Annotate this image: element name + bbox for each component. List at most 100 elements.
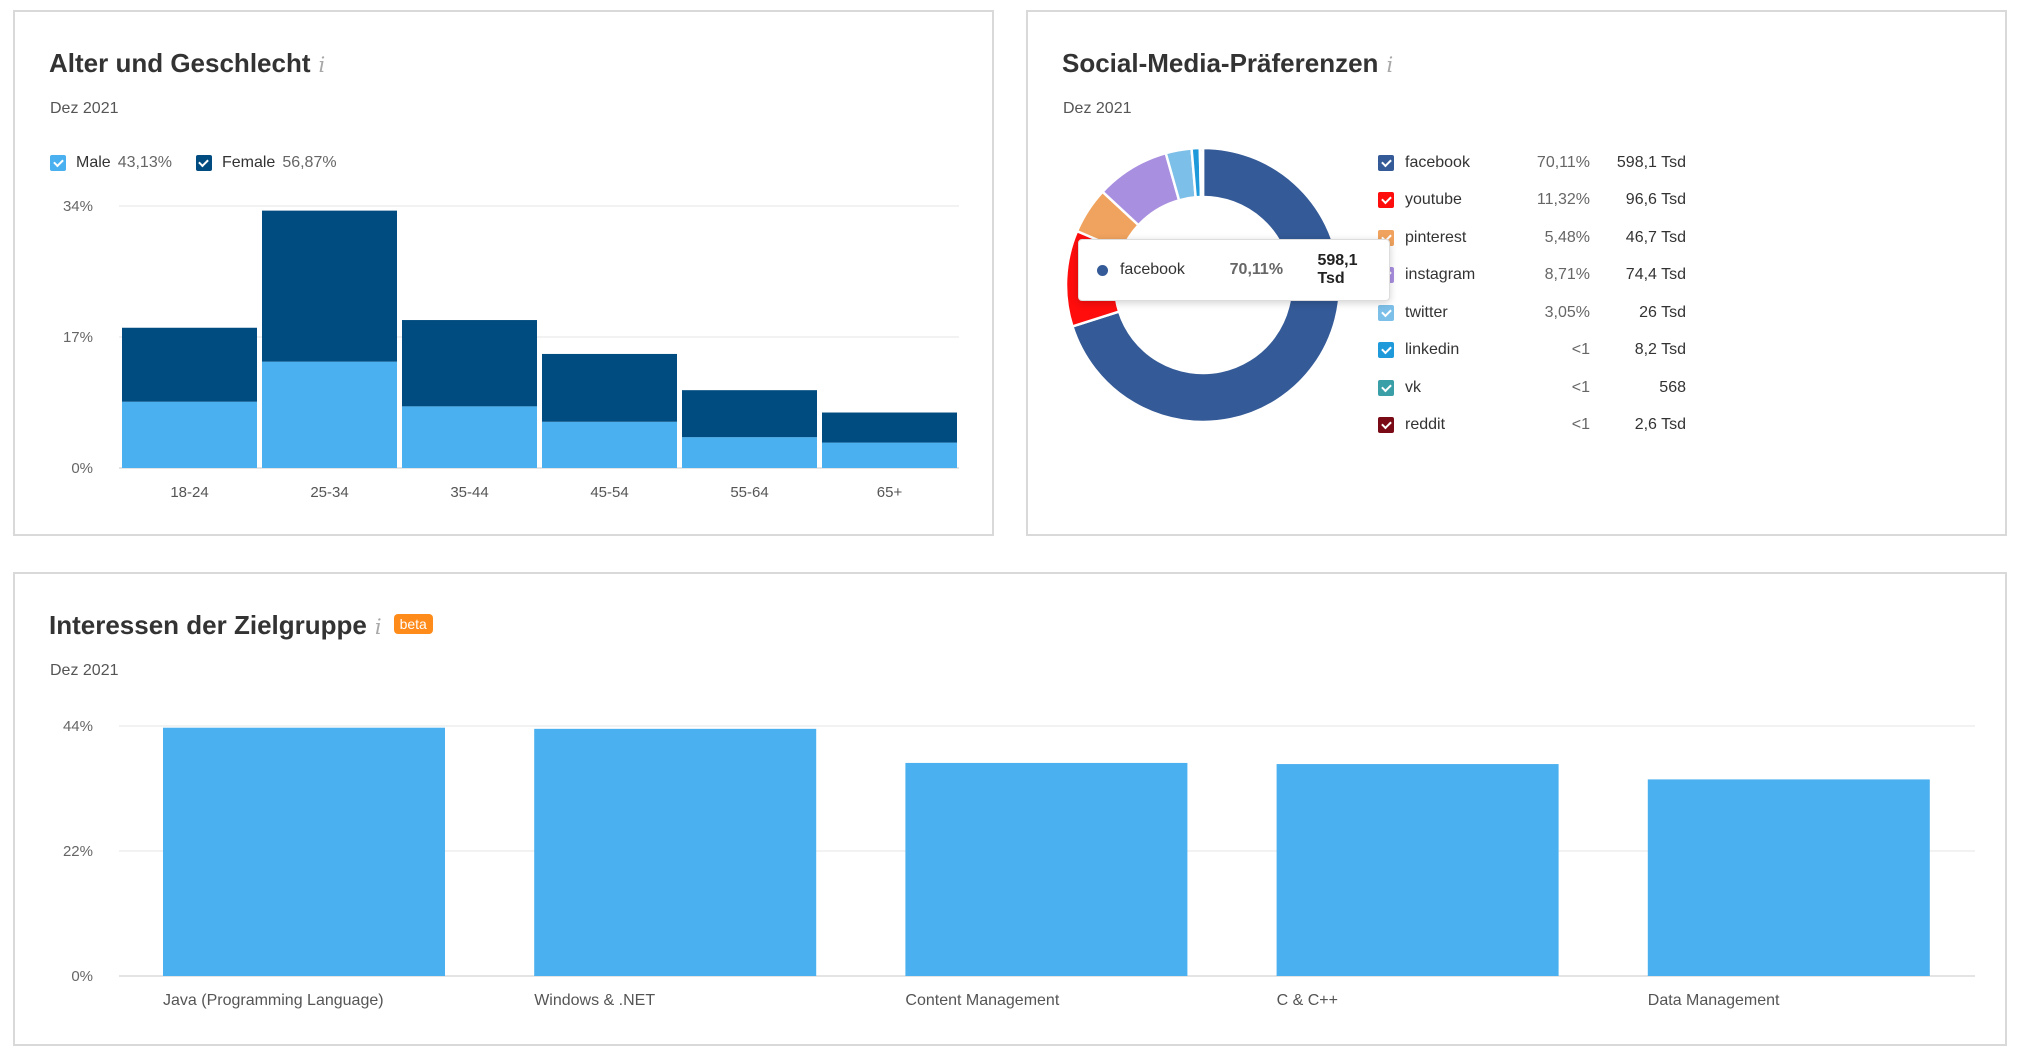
legend-abs: 8,2 Tsd [1634,341,1686,359]
legend-pct: <1 [1571,378,1590,396]
legend-value: 43,13% [117,154,172,171]
checkbox-icon[interactable] [1378,417,1394,434]
bar [1647,779,1930,976]
panel-title: Alter und Geschlecht i [49,48,326,78]
bar-segment [682,437,817,468]
legend-name: pinterest [1405,228,1467,246]
x-tick-label: 65+ [877,484,903,501]
legend-abs: 26 Tsd [1639,303,1686,321]
legend-pct: <1 [1571,341,1590,359]
checkbox-icon[interactable] [1378,154,1394,171]
tooltip-abs: 598,1 Tsd [1317,252,1358,287]
legend-name: twitter [1405,303,1448,321]
bar [163,727,445,976]
tooltip-name: facebook [1119,261,1185,278]
checkbox-icon[interactable] [50,155,66,171]
x-tick-label: Data Management [1648,992,1780,1009]
legend-name: reddit [1405,416,1446,434]
legend-value: 56,87% [282,154,337,171]
checkbox-icon[interactable] [1378,379,1394,396]
legend-pct: 3,05% [1544,303,1590,321]
x-tick-label: 45-54 [590,484,628,501]
bar [905,762,1188,976]
legend-abs: 74,4 Tsd [1625,266,1686,284]
interests-panel: Interessen der Zielgruppe i beta Dez 2021 … [13,572,2007,1046]
checkbox-icon[interactable] [1378,192,1394,209]
legend-pct: 11,32% [1536,191,1590,209]
interests-chart: 0% 22% 44% Java (Programming Language) Windo… [63,718,1975,1009]
y-tick-label: 44% [63,718,93,735]
bar-segment [262,361,397,468]
checkbox-icon[interactable] [1378,342,1394,359]
social-legend-item[interactable]: facebook 70,11% 598,1 Tsd [1378,144,1686,182]
legend-pct: 5,48% [1544,228,1590,246]
chart-tooltip: facebook 70,11% 598,1 Tsd [1078,239,1390,301]
x-tick-label: Windows & .NET [534,992,655,1009]
legend-name: vk [1405,378,1421,396]
panel-date: Dez 2021 [1063,100,1132,117]
info-icon[interactable]: i [1386,53,1394,77]
x-tick-label: 18-24 [170,484,208,501]
bar [534,728,817,976]
bar-segment [402,320,537,407]
legend-name: linkedin [1405,341,1460,359]
social-legend-item[interactable]: vk <1 568 [1378,369,1686,407]
age-gender-chart: 0% 17% 34% 18-24 25-34 35-44 45-54 55-64 65+ [63,198,959,501]
checkbox-icon[interactable] [1378,304,1394,321]
social-donut-chart [1064,146,1342,424]
gender-legend: Male 43,13% Female 56,87% [50,154,361,172]
legend-name: facebook [1405,153,1470,171]
bar-segment [402,406,537,468]
panel-title: Interessen der Zielgruppe i beta [49,610,433,641]
legend-label: Female [221,154,276,171]
legend-name: instagram [1405,266,1476,284]
age-gender-panel: Alter und Geschlecht i Dez 2021 Male 43,1… [13,10,994,536]
legend-abs: 2,6 Tsd [1634,416,1686,434]
social-legend-item[interactable]: youtube 11,32% 96,6 Tsd [1378,182,1686,220]
x-tick-label: 35-44 [450,484,488,501]
bar-segment [822,442,957,468]
info-icon[interactable]: i [318,53,326,77]
legend-female[interactable]: Female 56,87% [195,154,337,172]
bar-segment [682,390,817,438]
donut-slice [1199,146,1205,199]
beta-badge: beta [393,614,433,634]
x-tick-label: Content Management [905,992,1059,1009]
social-legend: facebook 70,11% 598,1 Tsd youtube 11,32% 96,6… [1378,144,1686,444]
bar-segment [822,412,957,443]
y-tick-label: 0% [71,460,93,477]
info-icon[interactable]: i [374,615,382,639]
legend-abs: 598,1 Tsd [1616,153,1686,171]
panel-date: Dez 2021 [50,662,119,679]
bar-segment [542,421,677,468]
tooltip-dot-icon [1097,264,1108,276]
y-tick-label: 0% [71,968,93,985]
bar-segment [262,210,397,362]
legend-pct: 8,71% [1544,266,1590,284]
x-tick-label: C & C++ [1277,992,1338,1009]
legend-abs: 96,6 Tsd [1625,191,1686,209]
bar-segment [122,327,257,402]
social-legend-item[interactable]: twitter 3,05% 26 Tsd [1378,294,1686,332]
y-tick-label: 17% [63,329,93,346]
social-legend-item[interactable]: linkedin <1 8,2 Tsd [1378,332,1686,370]
x-tick-label: 25-34 [310,484,348,501]
x-tick-label: Java (Programming Language) [163,992,384,1009]
y-tick-label: 22% [63,843,93,860]
legend-label: Male [76,154,111,171]
x-tick-label: 55-64 [730,484,768,501]
legend-pct: 70,11% [1536,153,1590,171]
legend-abs: 568 [1659,378,1686,396]
legend-pct: <1 [1571,416,1590,434]
legend-abs: 46,7 Tsd [1625,228,1686,246]
legend-male[interactable]: Male 43,13% [50,154,172,172]
social-media-panel: Social-Media-Präferenzen i Dez 2021 faceb… [1026,10,2007,536]
y-tick-label: 34% [63,198,93,215]
social-legend-item[interactable]: pinterest 5,48% 46,7 Tsd [1378,219,1686,257]
bar [1276,764,1559,976]
panel-title: Social-Media-Präferenzen i [1062,48,1394,78]
bar-segment [542,353,677,422]
social-legend-item[interactable]: instagram 8,71% 74,4 Tsd [1378,257,1686,295]
checkbox-icon[interactable] [195,155,212,171]
social-legend-item[interactable]: reddit <1 2,6 Tsd [1378,407,1686,445]
